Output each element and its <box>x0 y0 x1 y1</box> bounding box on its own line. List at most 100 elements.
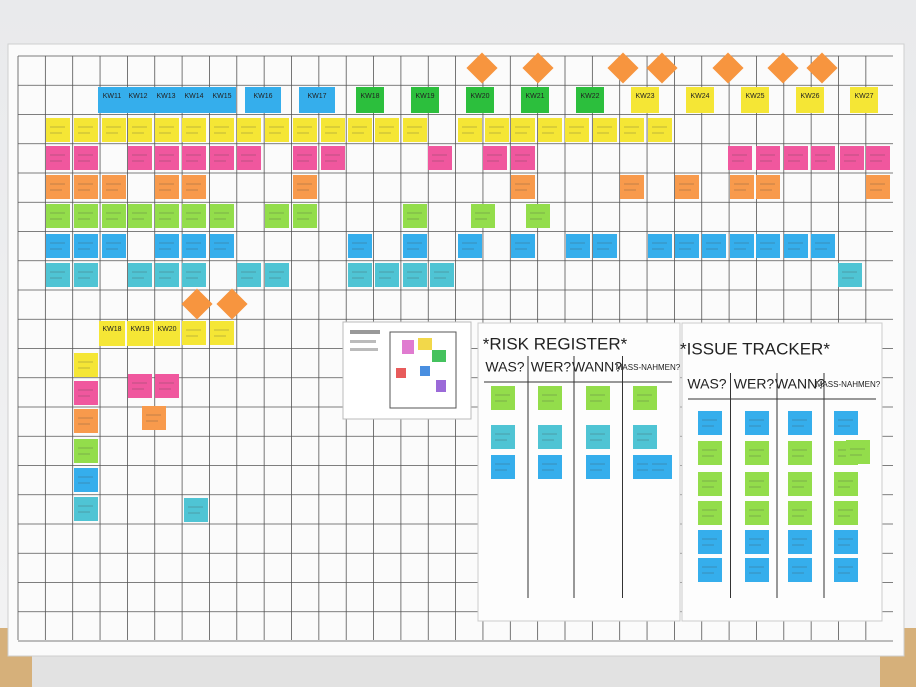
sticky-note <box>788 501 812 525</box>
kw-note <box>466 87 494 113</box>
kw-label: KW25 <box>745 93 764 100</box>
sticky-note <box>348 118 372 142</box>
sticky-note <box>348 263 372 287</box>
panel-title: *RISK REGISTER* <box>483 334 628 353</box>
sticky-note <box>458 118 482 142</box>
sticky-note <box>155 175 179 199</box>
sticky-note <box>210 204 234 228</box>
kw-note <box>796 87 824 113</box>
sticky-note <box>756 146 780 170</box>
sticky-note <box>182 321 206 345</box>
kw-note <box>124 87 152 113</box>
kw-label: KW23 <box>635 93 654 100</box>
sticky-note <box>155 118 179 142</box>
kw-note <box>245 87 281 113</box>
sticky-note <box>265 118 289 142</box>
sticky-note <box>586 455 610 479</box>
sticky-note <box>182 175 206 199</box>
sticky-note <box>74 263 98 287</box>
sticky-note <box>321 118 345 142</box>
sticky-note <box>128 263 152 287</box>
sticky-note <box>128 204 152 228</box>
sticky-note <box>375 118 399 142</box>
sticky-note <box>102 175 126 199</box>
sticky-note <box>293 118 317 142</box>
sticky-note <box>74 497 98 521</box>
sticky-note <box>46 175 70 199</box>
sticky-note <box>128 118 152 142</box>
sticky-notes: KW11 KW12 KW13 KW14 KW15 KW16 KW17 KW18 KW19 KW20… <box>46 52 890 598</box>
sticky-note <box>430 263 454 287</box>
sticky-note <box>237 146 261 170</box>
sticky-note <box>538 118 562 142</box>
sticky-note <box>511 146 535 170</box>
kw-label: KW21 <box>525 93 544 100</box>
sticky-note <box>745 411 769 435</box>
sticky-note <box>698 558 722 582</box>
kw-note <box>850 87 878 113</box>
sticky-note <box>698 530 722 554</box>
sticky-note <box>375 263 399 287</box>
sticky-note <box>102 118 126 142</box>
sticky-note <box>620 175 644 199</box>
sticky-note <box>428 146 452 170</box>
kw-note <box>208 87 236 113</box>
sticky-note <box>593 234 617 258</box>
sticky-note <box>184 498 208 522</box>
column-header: WER? <box>531 359 572 375</box>
sticky-note <box>46 204 70 228</box>
kw-note <box>576 87 604 113</box>
sticky-note <box>102 234 126 258</box>
sticky-note <box>237 118 261 142</box>
kw-note <box>521 87 549 113</box>
sticky-note <box>866 146 890 170</box>
sticky-note <box>155 263 179 287</box>
sticky-note <box>321 146 345 170</box>
sticky-note <box>648 118 672 142</box>
sticky-note <box>74 353 98 377</box>
kw-label: KW19 <box>130 326 149 333</box>
sticky-note <box>788 441 812 465</box>
sticky-note <box>728 146 752 170</box>
column-header: MASS-NAHMEN? <box>816 380 881 389</box>
sticky-note <box>74 146 98 170</box>
sticky-note <box>834 411 858 435</box>
sticky-note <box>128 374 152 398</box>
kw-label: KW16 <box>253 93 272 100</box>
sticky-note <box>182 263 206 287</box>
kw-label: KW19 <box>415 93 434 100</box>
sticky-note <box>511 234 535 258</box>
kw-label: KW27 <box>854 93 873 100</box>
sticky-note <box>756 234 780 258</box>
sticky-note <box>403 263 427 287</box>
sticky-note <box>866 175 890 199</box>
kw-label: KW17 <box>307 93 326 100</box>
kw-label: KW13 <box>156 93 175 100</box>
sticky-note <box>730 175 754 199</box>
kw-note <box>411 87 439 113</box>
sticky-note <box>788 472 812 496</box>
kw-label: KW11 <box>103 93 122 100</box>
sticky-note <box>46 118 70 142</box>
sticky-note <box>745 501 769 525</box>
sticky-note <box>675 175 699 199</box>
kw-note <box>99 321 125 346</box>
sticky-note <box>155 374 179 398</box>
sticky-note <box>46 263 70 287</box>
kw-label: KW18 <box>102 326 121 333</box>
sticky-note <box>565 118 589 142</box>
kw-note <box>741 87 769 113</box>
sticky-note <box>74 118 98 142</box>
sticky-note <box>142 406 166 430</box>
kw-note <box>98 87 126 113</box>
sticky-note <box>788 530 812 554</box>
sticky-note <box>210 234 234 258</box>
sticky-note <box>491 425 515 449</box>
sticky-note <box>745 441 769 465</box>
sticky-note <box>698 411 722 435</box>
sticky-note <box>648 455 672 479</box>
sticky-note <box>702 234 726 258</box>
sticky-note <box>155 146 179 170</box>
column-header: WANN? <box>775 376 825 392</box>
kw-note <box>356 87 384 113</box>
